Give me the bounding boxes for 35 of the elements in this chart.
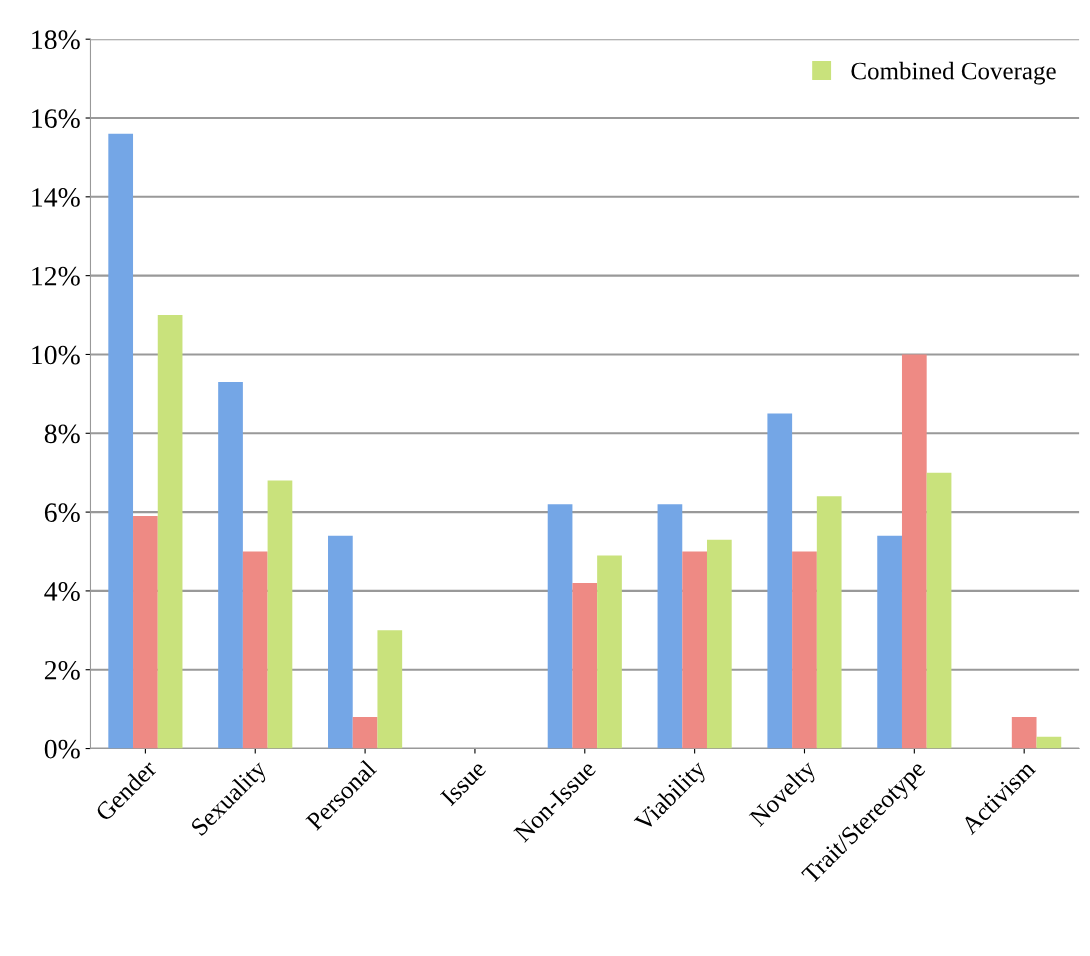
legend-label: Combined Coverage: [851, 61, 1056, 85]
y-tick-label: 14%: [32, 188, 80, 207]
y-tick-label: 18%: [32, 30, 80, 50]
bar: [572, 583, 598, 749]
y-tick-label: 8%: [44, 424, 80, 444]
bar: [108, 133, 134, 749]
y-tick-label: 4%: [44, 582, 80, 601]
bar: [706, 539, 732, 749]
bar: [218, 382, 243, 749]
y-tick-label: 12%: [32, 266, 80, 286]
bar: [682, 551, 707, 749]
y-tick-label: 2%: [44, 660, 80, 680]
bar: [877, 535, 902, 749]
bar: [1011, 717, 1037, 749]
bar: [133, 516, 158, 749]
bar: [1036, 736, 1062, 749]
bar: [267, 480, 293, 749]
bar: [157, 315, 183, 749]
bar: [926, 472, 952, 749]
bar: [657, 504, 683, 749]
bar: [328, 535, 353, 749]
y-tick-label: 10%: [32, 345, 80, 365]
bar: [377, 630, 403, 749]
bar: [901, 354, 927, 749]
x-tick-label: Issue: [439, 759, 487, 807]
bar: [816, 496, 842, 749]
y-tick-label: 6%: [44, 503, 80, 523]
bar: [767, 413, 793, 749]
bar: [242, 551, 268, 749]
bar: [352, 717, 378, 749]
y-tick-label: 0%: [44, 739, 80, 759]
y-tick-label: 16%: [32, 109, 80, 129]
bar: [547, 504, 573, 749]
bar: [597, 555, 622, 749]
bar: [792, 551, 817, 749]
